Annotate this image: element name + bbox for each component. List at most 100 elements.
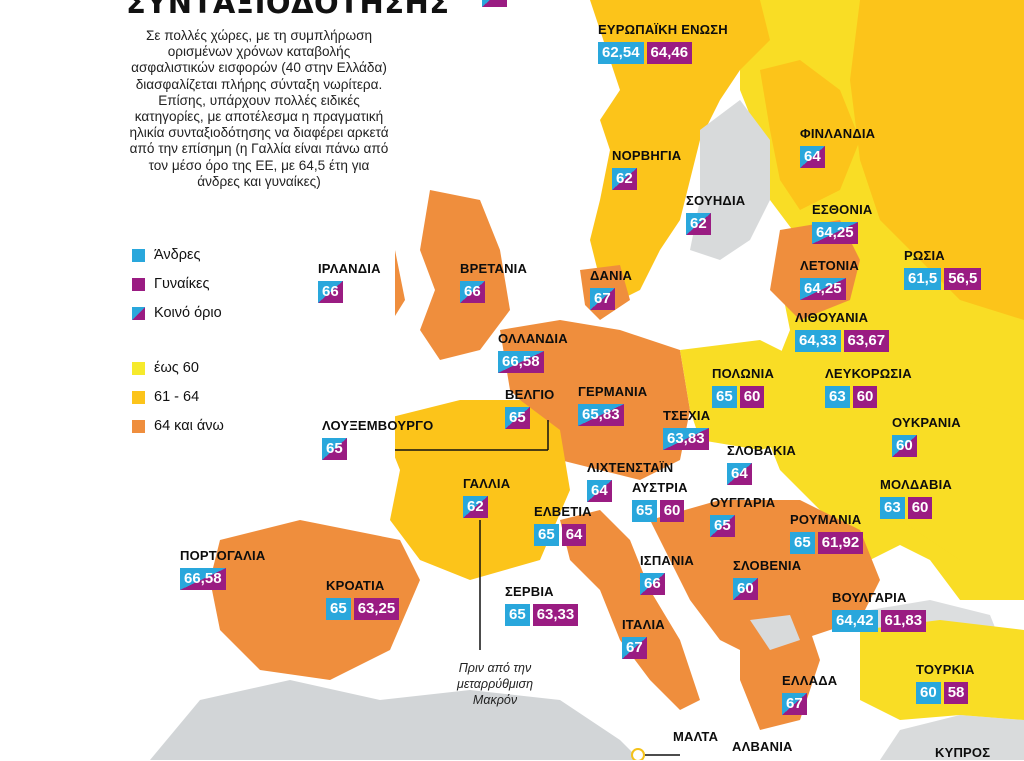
- men-age-box: 65: [534, 524, 559, 546]
- country-label: ΒΕΛΓΙΟ 65: [505, 387, 554, 429]
- country-label: ΦΙΝΛΑΝΔΙΑ 64: [800, 126, 875, 168]
- legend-women: Γυναίκες: [132, 276, 332, 292]
- common-age-box: 62: [686, 213, 711, 235]
- legend-swatch-men: [132, 248, 145, 262]
- legend-swatch-yellow: [132, 361, 145, 375]
- legend-age-high: 64 και άνω: [132, 418, 332, 434]
- country-name: ΑΛΒΑΝΙΑ: [732, 739, 793, 754]
- common-age-box: 65: [505, 407, 530, 429]
- country-name: ΙΡΛΑΝΔΙΑ: [318, 261, 381, 276]
- page-title: ΣΥΝΤΑΞΙΟΔΟΤΗΣΗΣ: [126, 0, 450, 20]
- country-name: ΒΕΛΓΙΟ: [505, 387, 555, 402]
- women-age-box: 60: [852, 386, 878, 408]
- country-name: ΕΥΡΩΠΑΪΚΗ ΕΝΩΣΗ: [598, 22, 728, 37]
- country-label: ΝΟΡΒΗΓΙΑ 62: [612, 148, 681, 190]
- women-age-box: 63,33: [532, 604, 579, 626]
- men-age-box: 64,42: [832, 610, 878, 632]
- country-name: ΟΥΚΡΑΝΙΑ: [892, 415, 961, 430]
- women-age-box: 63,25: [353, 598, 400, 620]
- country-label: ΓΑΛΛΙΑ 62: [463, 476, 510, 518]
- common-age-box: 67: [482, 0, 507, 7]
- country-name: ΓΕΡΜΑΝΙΑ: [578, 384, 648, 399]
- men-age-box: 65: [790, 532, 815, 554]
- legend-swatch-gold: [132, 390, 145, 404]
- country-name: ΣΛΟΒΑΚΙΑ: [727, 443, 796, 458]
- country-name: ΦΙΝΛΑΝΔΙΑ: [800, 126, 876, 141]
- country-name: ΟΛΛΑΝΔΙΑ: [498, 331, 568, 346]
- country-name: ΠΟΡΤΟΓΑΛΙΑ: [180, 548, 266, 563]
- country-label: ΣΕΡΒΙΑ 65 63,33: [505, 584, 579, 626]
- common-age-box: 64: [727, 463, 752, 485]
- country-label: ΕΥΡΩΠΑΪΚΗ ΕΝΩΣΗ 62,54 64,46: [598, 22, 728, 64]
- country-name: ΟΥΓΓΑΡΙΑ: [710, 495, 776, 510]
- country-label: ΒΡΕΤΑΝΙΑ 66: [460, 261, 527, 303]
- country-label: ΛΙΘΟΥΑΝΙΑ 64,33 63,67: [795, 310, 890, 352]
- country-label: ΑΥΣΤΡΙΑ 65 60: [632, 480, 688, 522]
- country-label: ΠΟΡΤΟΓΑΛΙΑ 66,58: [180, 548, 265, 590]
- women-age-box: 63,67: [843, 330, 890, 352]
- country-name: ΚΥΠΡΟΣ: [935, 745, 991, 760]
- country-name: ΛΟΥΞΕΜΒΟΥΡΓΟ: [322, 418, 434, 433]
- common-age-box: 65: [322, 438, 347, 460]
- legend-swatch-orange: [132, 419, 145, 433]
- common-age-box: 64,25: [800, 278, 846, 300]
- country-label: ΟΥΓΓΑΡΙΑ 65: [710, 495, 775, 537]
- country-name: ΕΛΒΕΤΙΑ: [534, 504, 592, 519]
- country-label: ΠΟΛΩΝΙΑ 65 60: [712, 366, 774, 408]
- info-panel: [0, 0, 395, 460]
- country-label: ΡΟΥΜΑΝΙΑ 65 61,92: [790, 512, 864, 554]
- women-age-box: 60: [739, 386, 765, 408]
- legend-men: Άνδρες: [132, 247, 332, 263]
- common-age-box: 63,83: [663, 428, 709, 450]
- legend-age-mid: 61 - 64: [132, 389, 332, 405]
- country-name: ΛΙΧΤΕΝΣΤΑΪΝ: [587, 460, 674, 475]
- country-label: ΚΥΠΡΟΣ: [935, 745, 990, 761]
- country-name: ΒΡΕΤΑΝΙΑ: [460, 261, 528, 276]
- women-age-box: 60: [659, 500, 685, 522]
- legend-swatch-common: [132, 306, 145, 320]
- common-age-box: 66: [460, 281, 485, 303]
- men-age-box: 63: [880, 497, 905, 519]
- common-age-box: 62: [463, 496, 488, 518]
- country-name: ΙΤΑΛΙΑ: [622, 617, 665, 632]
- country-label: ΙΤΑΛΙΑ 67: [622, 617, 665, 659]
- men-age-box: 65: [632, 500, 657, 522]
- legend-age-low: έως 60: [132, 360, 332, 376]
- men-age-box: 61,5: [904, 268, 942, 290]
- country-name: ΡΩΣΙΑ: [904, 248, 945, 263]
- common-age-box: 67: [782, 693, 807, 715]
- common-age-box: 65,83: [578, 404, 624, 426]
- country-name: ΜΟΛΔΑΒΙΑ: [880, 477, 952, 492]
- country-name: ΛΕΤΟΝΙΑ: [800, 258, 859, 273]
- country-label: ΒΟΥΛΓΑΡΙΑ 64,42 61,83: [832, 590, 927, 632]
- country-label: ΡΩΣΙΑ 61,5 56,5: [904, 248, 982, 290]
- men-age-box: 63: [825, 386, 850, 408]
- men-age-box: 65: [712, 386, 737, 408]
- country-label: ΙΣΠΑΝΙΑ 66: [640, 553, 694, 595]
- country-name: ΛΕΥΚΟΡΩΣΙΑ: [825, 366, 912, 381]
- common-age-box: 66,58: [498, 351, 544, 373]
- common-age-box: 66: [318, 281, 343, 303]
- legend-common: Κοινό όριο: [132, 305, 332, 321]
- women-age-box: 61,92: [817, 532, 864, 554]
- common-age-box: 67: [622, 637, 647, 659]
- country-label: ΟΛΛΑΝΔΙΑ 66,58: [498, 331, 568, 373]
- malta-marker: [631, 748, 645, 760]
- country-label: ΑΛΒΑΝΙΑ: [732, 739, 793, 755]
- men-age-box: 65: [326, 598, 351, 620]
- country-label: ΛΟΥΞΕΜΒΟΥΡΓΟ 65: [322, 418, 433, 460]
- country-name: ΤΣΕΧΙΑ: [663, 408, 711, 423]
- country-label: ΓΕΡΜΑΝΙΑ 65,83: [578, 384, 647, 426]
- women-age-box: 64: [561, 524, 587, 546]
- country-label: ΟΥΚΡΑΝΙΑ 60: [892, 415, 961, 457]
- women-age-box: 61,83: [880, 610, 927, 632]
- country-name: ΣΟΥΗΔΙΑ: [686, 193, 746, 208]
- common-age-box: 65: [710, 515, 735, 537]
- common-age-box: 62: [612, 168, 637, 190]
- women-age-box: 60: [907, 497, 933, 519]
- country-label: ΣΛΟΒΕΝΙΑ 60: [733, 558, 801, 600]
- common-age-box: 60: [733, 578, 758, 600]
- country-name: ΕΣΘΟΝΙΑ: [812, 202, 873, 217]
- common-age-box: 66: [640, 573, 665, 595]
